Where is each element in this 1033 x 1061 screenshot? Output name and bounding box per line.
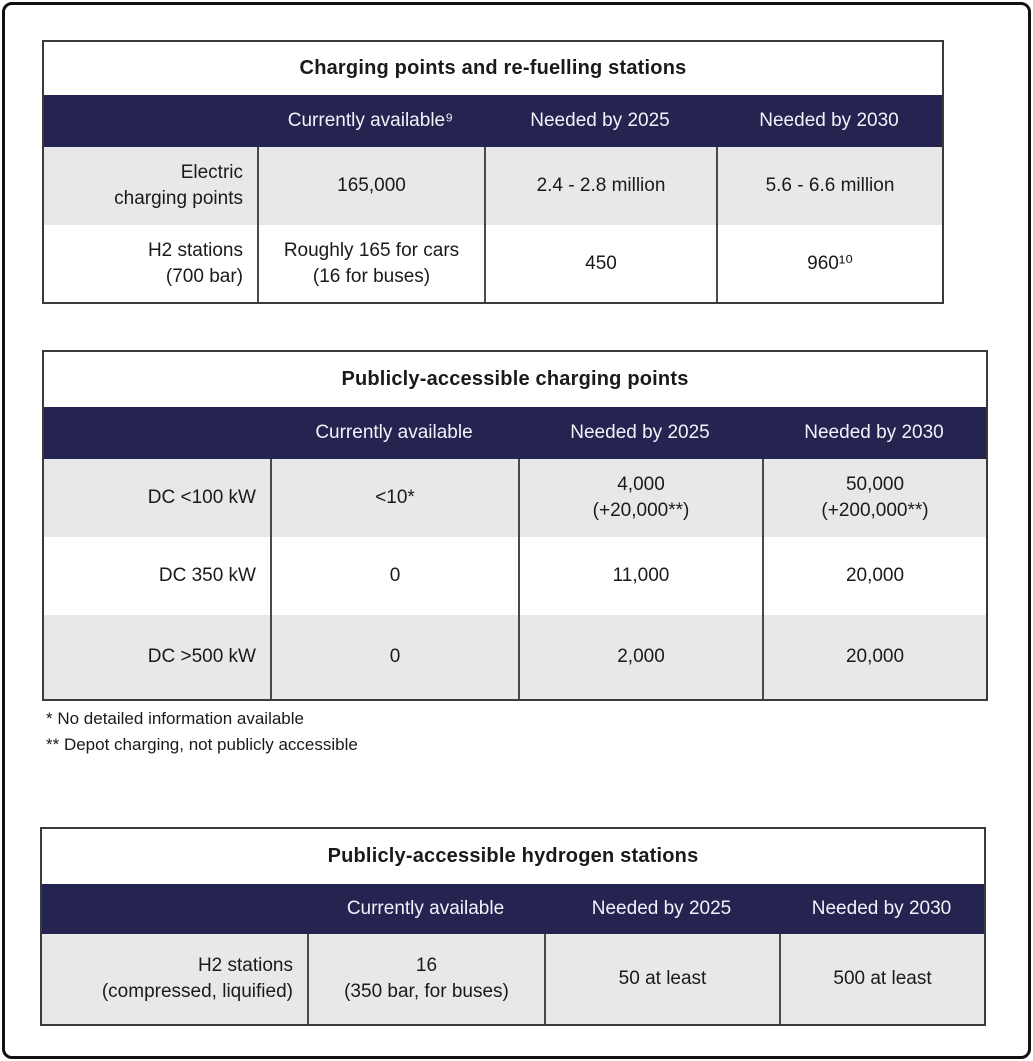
table-header-row: Currently available Needed by 2025 Neede… [42,884,984,934]
column-header-needed-by-2025: Needed by 2025 [570,422,710,443]
table-title: Publicly-accessible hydrogen stations [42,829,984,884]
table-publicly-accessible-hydrogen-stations: Publicly-accessible hydrogen stations Cu… [40,827,986,1026]
row-label-cell: H2 stations (700 bar) [147,239,243,287]
data-cell: 20,000 [762,537,986,615]
table-row-h2-stations-compressed-liquified: H2 stations (compressed, liquified) 16 (… [42,934,984,1024]
column-header-needed-by-2025: Needed by 2025 [530,110,670,131]
data-cell: 11,000 [518,537,762,615]
footnote-depot-charging: ** Depot charging, not publicly accessib… [46,735,358,754]
data-cell: 5.6 - 6.6 million [716,147,942,225]
data-cell: 960¹⁰ [716,225,942,302]
table-row-h2-stations-700bar: H2 stations (700 bar) Roughly 165 for ca… [44,225,942,302]
row-label-cell: H2 stations (compressed, liquified) [101,955,293,1002]
column-header-needed-by-2030: Needed by 2030 [804,422,944,443]
footnote-no-detailed-information: * No detailed information available [46,709,304,728]
row-label-cell: DC >500 kW [147,646,256,667]
table-charging-points-and-refuelling-stations: Charging points and re-fuelling stations… [42,40,944,304]
data-cell: Roughly 165 for cars (16 for buses) [257,225,484,302]
row-label-cell: DC <100 kW [147,487,256,508]
table-row-dc-over-500kw: DC >500 kW 0 2,000 20,000 [44,615,986,699]
data-cell: 4,000 (+20,000**) [518,459,762,537]
column-header-needed-by-2030: Needed by 2030 [759,110,899,131]
data-cell: 50,000 (+200,000**) [762,459,986,537]
data-cell: 450 [484,225,716,302]
table-row-electric-charging-points: Electric charging points 165,000 2.4 - 2… [44,147,942,225]
column-header-empty [42,884,307,934]
data-cell: 2,000 [518,615,762,699]
table-header-row: Currently available Needed by 2025 Neede… [44,407,986,459]
column-header-empty [44,95,257,147]
column-header-needed-by-2025: Needed by 2025 [591,898,732,919]
data-cell: 500 at least [779,934,984,1024]
data-cell: 20,000 [762,615,986,699]
column-header-empty [44,407,270,459]
data-cell: 2.4 - 2.8 million [484,147,716,225]
data-cell: 0 [270,537,518,615]
table-publicly-accessible-charging-points: Publicly-accessible charging points Curr… [42,350,988,701]
row-label-cell: DC 350 kW [158,565,256,586]
data-cell: 16 (350 bar, for buses) [307,934,544,1024]
table-row-dc-350kw: DC 350 kW 0 11,000 20,000 [44,537,986,615]
column-header-needed-by-2030: Needed by 2030 [811,898,952,919]
data-cell: 165,000 [257,147,484,225]
data-cell: <10* [270,459,518,537]
column-header-currently-available: Currently available [346,898,505,919]
data-cell: 50 at least [544,934,779,1024]
column-header-currently-available: Currently available⁹ [287,110,454,131]
column-header-currently-available: Currently available [315,422,473,443]
data-cell: 0 [270,615,518,699]
table-title: Publicly-accessible charging points [44,352,986,407]
table-row-dc-under-100kw: DC <100 kW <10* 4,000 (+20,000**) 50,000… [44,459,986,537]
table-header-row: Currently available⁹ Needed by 2025 Need… [44,95,942,147]
row-label-cell: Electric charging points [44,147,257,225]
table-title: Charging points and re-fuelling stations [44,42,942,95]
footnotes: * No detailed information available ** D… [46,706,358,758]
